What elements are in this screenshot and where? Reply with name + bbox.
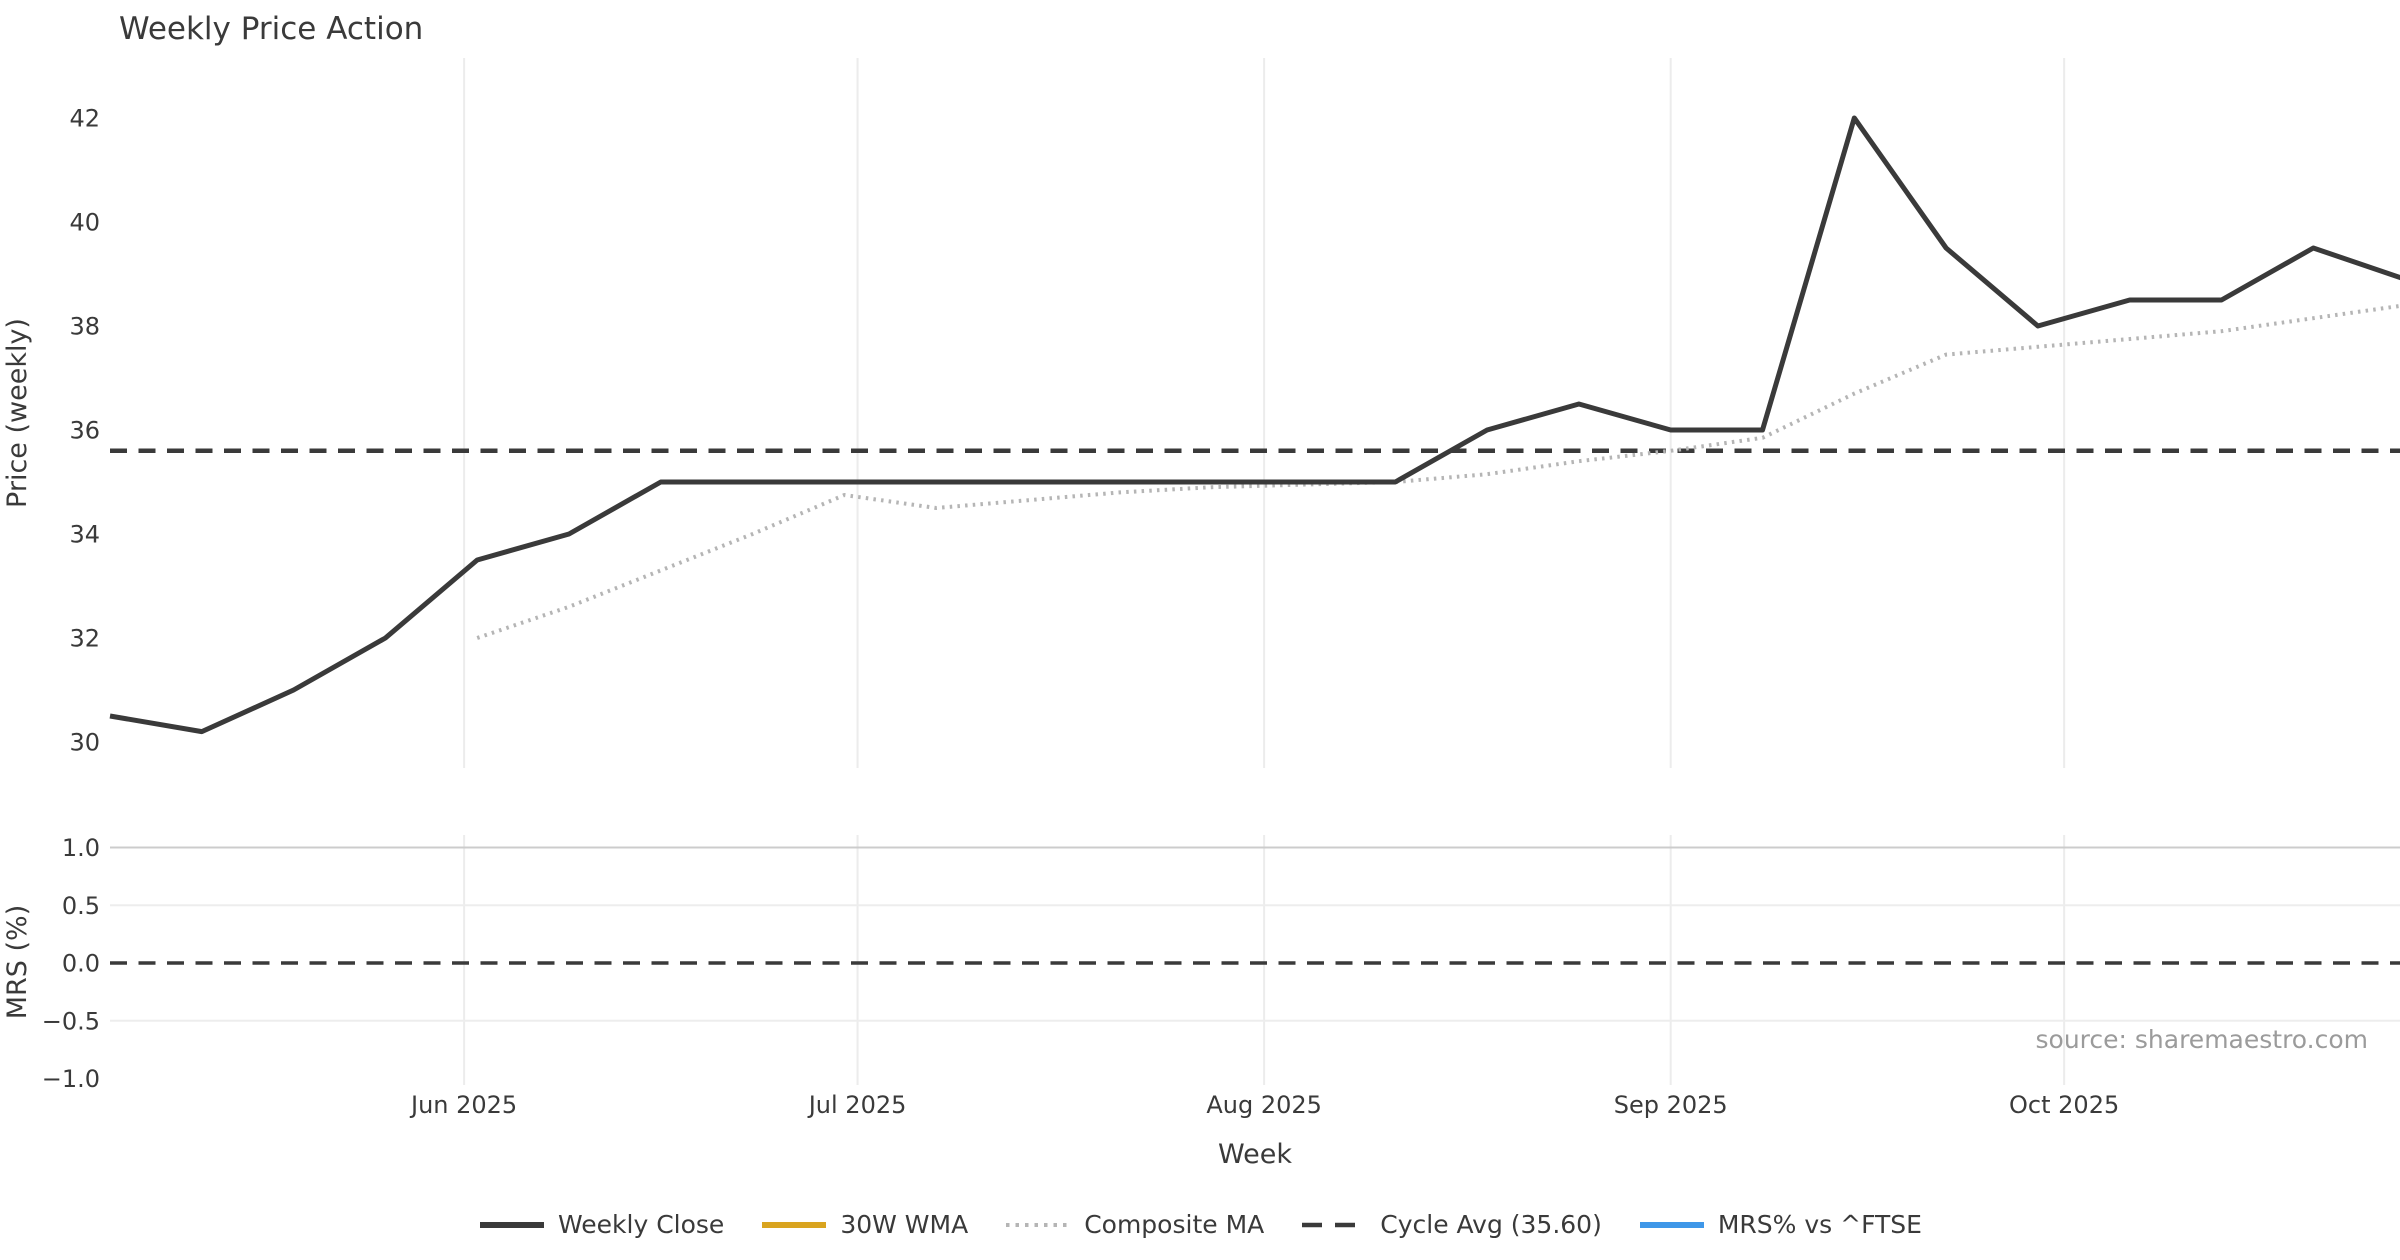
composite-ma-dotted-swatch: [1006, 1222, 1071, 1227]
legend-item-cycle-avg: Cycle Avg (35.60): [1300, 1210, 1602, 1239]
mrs-tick-0-5: 0.5: [62, 892, 100, 920]
mrs-axis-label: MRS (%): [2, 905, 33, 1020]
price-tick-36: 36: [69, 417, 100, 445]
legend-item-30w-wma: 30W WMA: [760, 1210, 968, 1239]
series-weekly-close: [109, 115, 2400, 735]
series-composite-ma: [476, 303, 2400, 640]
price-tick-38: 38: [69, 313, 100, 341]
mrs-axis-tick-labels: 1.0 0.5 0.0 −0.5 −1.0: [42, 834, 100, 1093]
source-note: source: sharemaestro.com: [2036, 1025, 2369, 1054]
mrs-line-swatch: [1639, 1221, 1704, 1228]
legend-item-weekly-close: Weekly Close: [478, 1210, 724, 1239]
legend: Weekly Close 30W WMA Composite MA Cycle …: [0, 1210, 2400, 1239]
price-tick-32: 32: [69, 625, 100, 653]
cycle-avg-dashed-swatch: [1302, 1222, 1367, 1227]
price-series-lines: [109, 115, 2400, 735]
legend-label-mrs-ftse: MRS% vs ^FTSE: [1717, 1210, 1922, 1239]
x-tick-aug-2025: Aug 2025: [1206, 1091, 1322, 1119]
mrs-horizontal-gridlines: [110, 846, 2400, 1022]
legend-label-weekly-close: Weekly Close: [558, 1210, 725, 1239]
chart-title: Weekly Price Action: [119, 11, 423, 47]
mrs-tick-1: 1.0: [62, 834, 100, 862]
price-tick-30: 30: [69, 729, 100, 757]
x-tick-sep-2025: Sep 2025: [1614, 1091, 1728, 1119]
mrs-tick-0: 0.0: [62, 950, 100, 978]
x-tick-oct-2025: Oct 2025: [2009, 1091, 2119, 1119]
legend-label-composite-ma: Composite MA: [1084, 1210, 1265, 1239]
legend-item-composite-ma: Composite MA: [1004, 1210, 1264, 1239]
legend-item-mrs-ftse: MRS% vs ^FTSE: [1638, 1210, 1922, 1239]
price-tick-40: 40: [69, 209, 100, 237]
wma-line-swatch: [762, 1221, 827, 1228]
price-axis-tick-labels: 30 32 34 36 38 40 42: [69, 105, 100, 757]
price-tick-34: 34: [69, 521, 100, 549]
x-tick-jul-2025: Jul 2025: [807, 1091, 907, 1119]
price-tick-42: 42: [69, 105, 100, 133]
mrs-vertical-gridlines: [463, 835, 2066, 1085]
mrs-tick--0-5: −0.5: [42, 1007, 100, 1035]
price-axis-label: Price (weekly): [2, 318, 33, 508]
legend-label-30w-wma: 30W WMA: [840, 1210, 969, 1239]
x-axis-label: Week: [1218, 1139, 1292, 1170]
legend-label-cycle-avg: Cycle Avg (35.60): [1380, 1210, 1602, 1239]
price-vertical-gridlines: [463, 58, 2066, 768]
mrs-tick--1: −1.0: [42, 1065, 100, 1093]
x-tick-jun-2025: Jun 2025: [409, 1091, 517, 1119]
x-axis-tick-labels: Jun 2025 Jul 2025 Aug 2025 Sep 2025 Oct 2025: [409, 1091, 2119, 1119]
weekly-close-line-swatch: [480, 1221, 545, 1228]
